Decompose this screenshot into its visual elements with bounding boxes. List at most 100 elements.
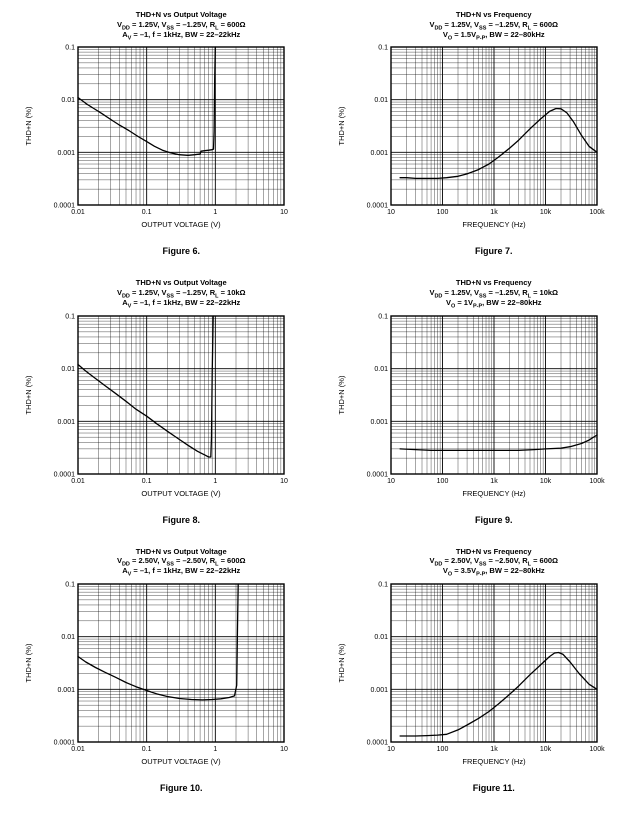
svg-text:10: 10 — [280, 746, 288, 753]
svg-text:10k: 10k — [540, 209, 552, 216]
figure-caption: Figure 10. — [159, 782, 203, 793]
chart-title: THD+N vs Output Voltage — [135, 546, 227, 556]
svg-text:OUTPUT VOLTAGE (V): OUTPUT VOLTAGE (V) — [142, 489, 222, 498]
thdn-vs-frequency-plot-1: 10 100 1k 10k 100k 0.1 0.01 0.001 0.0001 FREQUENC… — [337, 45, 605, 230]
thdn-vs-output-voltage-plot-1: 0.01 0.1 1 10 0.1 0.01 0.001 0.0001 OUTPUT VOLTA… — [24, 45, 288, 230]
svg-text:0.0001: 0.0001 — [366, 203, 388, 210]
thdn-vs-frequency-plot-3: 10 100 1k 10k 100k 0.1 0.01 0.001 0.0001 FREQUENC… — [337, 581, 605, 766]
svg-text:OUTPUT VOLTAGE (V): OUTPUT VOLTAGE (V) — [142, 220, 222, 229]
chart-conditions-line1: VDD = 2.50V, VSS = –2.50V, RL = 600Ω — [116, 556, 246, 568]
svg-text:0.001: 0.001 — [58, 150, 76, 157]
svg-text:0.001: 0.001 — [370, 150, 388, 157]
svg-text:0.1: 0.1 — [66, 45, 76, 52]
svg-text:1k: 1k — [490, 746, 498, 753]
svg-text:100k: 100k — [589, 209, 605, 216]
svg-text:0.01: 0.01 — [374, 97, 388, 104]
svg-text:0.0001: 0.0001 — [54, 471, 76, 478]
svg-text:10: 10 — [387, 209, 395, 216]
svg-text:10: 10 — [387, 478, 395, 485]
svg-text:THD+N (%): THD+N (%) — [337, 375, 346, 414]
svg-text:100k: 100k — [589, 478, 605, 485]
chart-title: THD+N vs Frequency — [455, 10, 532, 19]
chart-title: THD+N vs Output Voltage — [135, 278, 227, 288]
svg-text:1k: 1k — [490, 209, 498, 216]
chart-conditions-line1: VDD = 1.25V, VSS = –1.25V, RL = 600Ω — [429, 19, 559, 32]
chart-title: THD+N vs Output Voltage — [135, 10, 227, 19]
svg-text:THD+N (%): THD+N (%) — [24, 643, 33, 682]
svg-text:0.1: 0.1 — [142, 746, 152, 753]
svg-text:10: 10 — [280, 209, 288, 216]
svg-text:FREQUENCY (Hz): FREQUENCY (Hz) — [462, 220, 526, 229]
thdn-vs-frequency-plot-2: 10 100 1k 10k 100k 0.1 0.01 0.001 0.0001 FREQUENC… — [337, 313, 605, 498]
chart-conditions-line2: VO = 1VP-P, BW = 22–80kHz — [445, 297, 542, 310]
svg-text:0.01: 0.01 — [374, 366, 388, 373]
chart-title: THD+N vs Frequency — [455, 546, 532, 556]
figure-caption: Figure 8. — [162, 514, 200, 525]
chart-conditions-line2: AV = –1, f = 1kHz, BW = 22–22kHz — [122, 297, 241, 310]
chart-conditions-line1: VDD = 2.50V, VSS = –2.50V, RL = 600Ω — [429, 556, 559, 568]
chart-figure-7: THD+N vs Frequency VDD = 1.25V, VSS = –1… — [334, 10, 618, 256]
svg-text:0.001: 0.001 — [370, 418, 388, 425]
chart-figure-11: THD+N vs Frequency VDD = 2.50V, VSS = –2… — [334, 547, 618, 793]
chart-conditions-line2: VO = 3.5VP-P, BW = 22–80kHz — [442, 566, 545, 578]
chart-conditions-line1: VDD = 1.25V, VSS = –1.25V, RL = 600Ω — [116, 19, 246, 32]
svg-text:0.1: 0.1 — [378, 581, 388, 588]
svg-text:0.0001: 0.0001 — [366, 471, 388, 478]
svg-text:0.01: 0.01 — [62, 97, 76, 104]
svg-text:0.01: 0.01 — [71, 746, 85, 753]
figure-caption: Figure 6. — [162, 246, 200, 257]
figure-caption: Figure 9. — [474, 514, 513, 525]
svg-text:100k: 100k — [589, 746, 605, 753]
svg-text:10: 10 — [280, 478, 288, 485]
svg-text:0.01: 0.01 — [62, 366, 76, 373]
svg-text:0.01: 0.01 — [71, 478, 85, 485]
figure-caption: Figure 7. — [474, 246, 513, 257]
svg-text:OUTPUT VOLTAGE (V): OUTPUT VOLTAGE (V) — [142, 757, 222, 766]
chart-figure-6: THD+N vs Output Voltage VDD = 1.25V, VSS… — [21, 10, 305, 256]
svg-text:10k: 10k — [540, 478, 552, 485]
svg-text:0.001: 0.001 — [58, 418, 76, 425]
svg-text:THD+N (%): THD+N (%) — [24, 106, 33, 145]
svg-text:THD+N (%): THD+N (%) — [337, 106, 346, 145]
svg-text:0.1: 0.1 — [142, 209, 152, 216]
svg-text:0.0001: 0.0001 — [366, 739, 388, 746]
chart-conditions-line2: AV = –1, f = 1kHz, BW = 22–22kHz — [122, 29, 241, 41]
chart-conditions-line2: AV = –1, f = 1kHz, BW = 22–22kHz — [122, 566, 241, 578]
svg-text:0.0001: 0.0001 — [54, 739, 76, 746]
svg-text:1: 1 — [214, 209, 218, 216]
svg-text:1: 1 — [214, 746, 218, 753]
chart-conditions-line1: VDD = 1.25V, VSS = –1.25V, RL = 10kΩ — [429, 288, 559, 300]
chart-figure-8: THD+N vs Output Voltage VDD = 1.25V, VSS… — [21, 278, 305, 524]
svg-text:FREQUENCY (Hz): FREQUENCY (Hz) — [462, 489, 526, 498]
svg-text:0.001: 0.001 — [58, 687, 76, 694]
svg-text:100: 100 — [436, 746, 448, 753]
svg-text:0.01: 0.01 — [71, 209, 85, 216]
svg-text:1: 1 — [214, 478, 218, 485]
chart-figure-9: THD+N vs Frequency VDD = 1.25V, VSS = –1… — [334, 278, 618, 524]
svg-text:100: 100 — [436, 478, 448, 485]
svg-text:THD+N (%): THD+N (%) — [24, 375, 33, 414]
svg-text:100: 100 — [436, 209, 448, 216]
svg-text:0.1: 0.1 — [66, 581, 76, 588]
chart-conditions-line1: VDD = 1.25V, VSS = –1.25V, RL = 10kΩ — [116, 288, 246, 300]
svg-text:0.01: 0.01 — [374, 634, 388, 641]
svg-text:10: 10 — [387, 746, 395, 753]
svg-text:0.0001: 0.0001 — [54, 203, 76, 210]
svg-text:FREQUENCY (Hz): FREQUENCY (Hz) — [462, 757, 526, 766]
figure-caption: Figure 11. — [472, 782, 515, 793]
svg-text:0.1: 0.1 — [378, 45, 388, 52]
svg-text:0.1: 0.1 — [142, 478, 152, 485]
svg-text:0.1: 0.1 — [378, 313, 388, 320]
chart-figure-10: THD+N vs Output Voltage VDD = 2.50V, VSS… — [21, 547, 305, 793]
thdn-vs-output-voltage-plot-2: 0.01 0.1 1 10 0.1 0.01 0.001 0.0001 OUTPUT VOLTA… — [24, 313, 288, 498]
chart-conditions-line2: VO = 1.5VP-P, BW = 22–80kHz — [442, 29, 545, 41]
svg-text:0.1: 0.1 — [66, 313, 76, 320]
chart-title: THD+N vs Frequency — [455, 278, 532, 288]
svg-text:1k: 1k — [490, 478, 498, 485]
svg-text:0.01: 0.01 — [62, 634, 76, 641]
svg-text:THD+N (%): THD+N (%) — [337, 643, 346, 682]
svg-text:10k: 10k — [540, 746, 552, 753]
svg-text:0.001: 0.001 — [370, 687, 388, 694]
thdn-vs-output-voltage-plot-3: 0.01 0.1 1 10 0.1 0.01 0.001 0.0001 OUTPUT VOLTA… — [24, 581, 288, 766]
